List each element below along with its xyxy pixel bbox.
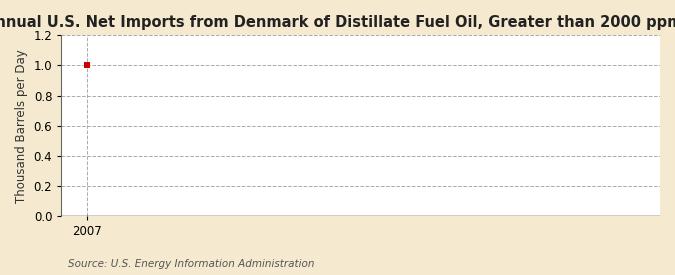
Y-axis label: Thousand Barrels per Day: Thousand Barrels per Day [15,49,28,202]
Text: Source: U.S. Energy Information Administration: Source: U.S. Energy Information Administ… [68,259,314,269]
Title: Annual U.S. Net Imports from Denmark of Distillate Fuel Oil, Greater than 2000 p: Annual U.S. Net Imports from Denmark of … [0,15,675,30]
